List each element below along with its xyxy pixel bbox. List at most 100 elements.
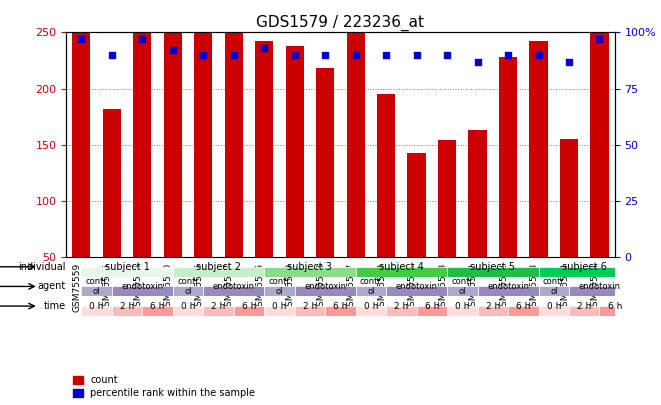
Point — [198, 51, 209, 58]
Text: 2 h: 2 h — [212, 302, 225, 311]
Point — [503, 51, 514, 58]
Text: subject 6: subject 6 — [562, 262, 607, 272]
Text: subject 4: subject 4 — [379, 262, 424, 272]
Bar — [204, 286, 264, 306]
Bar — [81, 267, 173, 286]
Bar — [569, 286, 630, 306]
Bar — [264, 286, 295, 306]
Bar — [112, 306, 142, 326]
Bar — [142, 306, 173, 326]
Legend: count, percentile rank within the sample: count, percentile rank within the sample — [71, 373, 257, 400]
Bar — [447, 267, 539, 286]
Point — [442, 51, 452, 58]
Bar — [133, 0, 151, 257]
Point — [76, 36, 87, 43]
Text: 2 h: 2 h — [486, 302, 500, 311]
Bar — [164, 4, 182, 257]
Bar — [81, 286, 112, 306]
Bar — [81, 306, 112, 326]
Bar — [560, 139, 578, 257]
Text: contr
ol: contr ol — [451, 277, 473, 296]
Text: time: time — [44, 301, 66, 311]
Text: 2 h: 2 h — [394, 302, 408, 311]
Text: contr
ol: contr ol — [360, 277, 382, 296]
Text: 2 h: 2 h — [120, 302, 134, 311]
Bar — [356, 286, 386, 306]
Text: endotoxin: endotoxin — [122, 282, 163, 291]
Bar — [477, 306, 508, 326]
Text: 6 h: 6 h — [333, 302, 348, 311]
Bar — [477, 286, 539, 306]
Title: GDS1579 / 223236_at: GDS1579 / 223236_at — [256, 15, 424, 31]
Bar — [264, 267, 356, 286]
Text: 0 h: 0 h — [547, 302, 561, 311]
Bar — [173, 286, 204, 306]
Bar — [325, 306, 356, 326]
Bar — [438, 140, 456, 257]
Bar — [295, 286, 356, 306]
Text: contr
ol: contr ol — [543, 277, 564, 296]
Point — [350, 51, 361, 58]
Point — [381, 51, 391, 58]
Text: 2 h: 2 h — [303, 302, 317, 311]
Point — [564, 58, 574, 65]
Bar — [600, 306, 630, 326]
Text: subject 1: subject 1 — [104, 262, 149, 272]
Bar — [346, 15, 365, 257]
Point — [411, 51, 422, 58]
Point — [320, 51, 330, 58]
Text: 0 h: 0 h — [89, 302, 104, 311]
Text: endotoxin: endotoxin — [396, 282, 438, 291]
Text: 0 h: 0 h — [364, 302, 378, 311]
Bar — [539, 286, 569, 306]
Text: contr
ol: contr ol — [86, 277, 108, 296]
Point — [533, 51, 544, 58]
Text: 6 h: 6 h — [607, 302, 622, 311]
Bar — [173, 306, 204, 326]
Bar — [447, 286, 477, 306]
Bar — [286, 46, 304, 257]
Point — [229, 51, 239, 58]
Bar — [469, 130, 486, 257]
Bar — [255, 41, 274, 257]
Text: endotoxin: endotoxin — [304, 282, 346, 291]
Text: 6 h: 6 h — [242, 302, 256, 311]
Bar — [386, 286, 447, 306]
Bar — [102, 109, 121, 257]
Text: 2 h: 2 h — [577, 302, 592, 311]
Point — [137, 36, 147, 43]
Bar — [386, 306, 416, 326]
Bar — [529, 41, 548, 257]
Bar — [508, 306, 539, 326]
Text: subject 2: subject 2 — [196, 262, 241, 272]
Bar — [539, 306, 569, 326]
Bar — [590, 0, 609, 257]
Bar — [569, 306, 600, 326]
Bar — [539, 267, 630, 286]
Bar — [112, 286, 173, 306]
Bar — [72, 0, 91, 257]
Text: contr
ol: contr ol — [268, 277, 290, 296]
Bar — [316, 68, 334, 257]
Bar — [447, 306, 477, 326]
Bar — [377, 94, 395, 257]
Text: subject 5: subject 5 — [471, 262, 516, 272]
Text: agent: agent — [38, 281, 66, 292]
Point — [594, 36, 605, 43]
Text: 0 h: 0 h — [455, 302, 469, 311]
Text: subject 3: subject 3 — [288, 262, 332, 272]
Bar — [295, 306, 325, 326]
Text: individual: individual — [19, 262, 66, 272]
Point — [290, 51, 300, 58]
Bar — [194, 28, 212, 257]
Text: 6 h: 6 h — [424, 302, 439, 311]
Bar — [407, 153, 426, 257]
Bar — [416, 306, 447, 326]
Point — [167, 47, 178, 53]
Bar — [499, 57, 517, 257]
Point — [106, 51, 117, 58]
Text: 0 h: 0 h — [272, 302, 287, 311]
Text: contr
ol: contr ol — [177, 277, 199, 296]
Bar — [173, 267, 264, 286]
Text: 6 h: 6 h — [150, 302, 165, 311]
